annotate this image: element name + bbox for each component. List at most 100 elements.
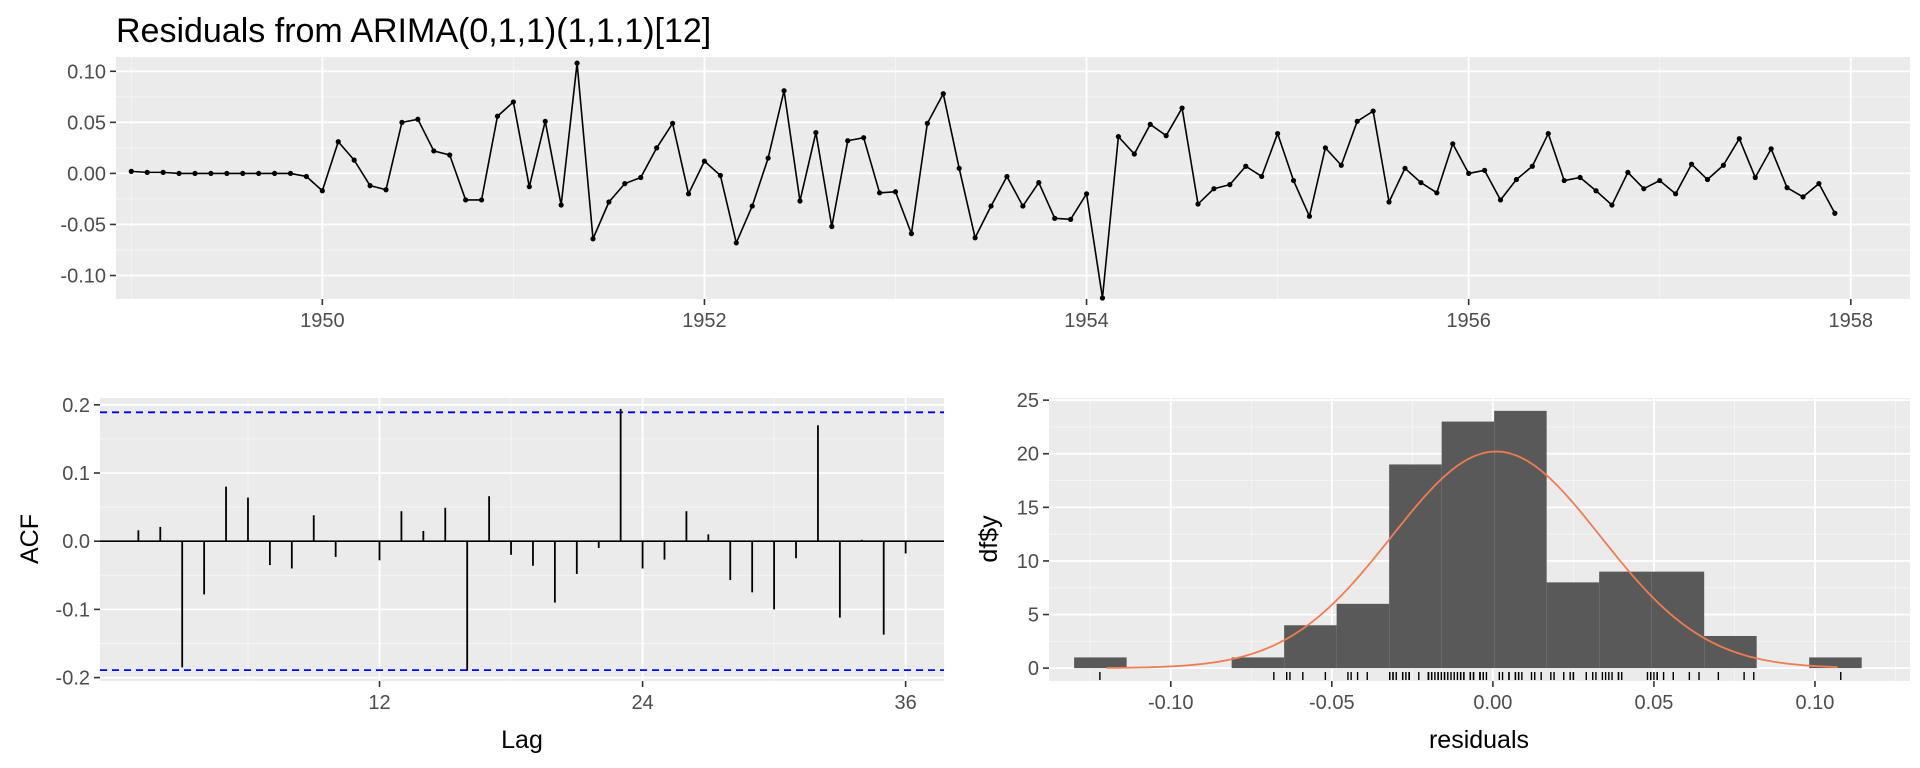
- residual-point: [367, 183, 373, 189]
- residual-point: [1577, 174, 1583, 181]
- histogram-bar: [1494, 410, 1547, 669]
- histogram-y-tick-label: 0: [1028, 658, 1039, 680]
- residual-point: [176, 170, 182, 177]
- chart-title: Residuals from ARIMA(0,1,1)(1,1,1)[12]: [116, 12, 711, 50]
- residuals-y-tick-label: 0.05: [67, 112, 106, 134]
- histogram-bar: [1389, 464, 1442, 669]
- residual-point: [606, 199, 612, 205]
- residual-point: [749, 203, 755, 209]
- residual-point: [463, 197, 469, 203]
- residual-point: [1704, 176, 1711, 183]
- residual-point: [1832, 210, 1838, 216]
- residuals-y-axis: -0.10 -0.05 0.00 0.05 0.10: [60, 61, 116, 288]
- histogram-x-tick-label: -0.10: [1148, 692, 1194, 714]
- residual-point: [1036, 179, 1042, 186]
- residual-point: [1004, 173, 1010, 180]
- residual-point: [1736, 136, 1742, 142]
- residual-point: [287, 170, 294, 177]
- histogram-bar: [1546, 582, 1600, 669]
- residual-point: [1259, 173, 1265, 180]
- residuals-plot-background: [116, 57, 1910, 299]
- residual-point: [240, 170, 246, 177]
- residual-point: [1593, 188, 1599, 194]
- residual-point: [1800, 194, 1806, 200]
- residual-point: [144, 169, 150, 175]
- residual-point: [478, 197, 485, 203]
- residual-point: [1322, 145, 1328, 151]
- histogram-rug: [1099, 672, 1842, 680]
- residual-point: [1068, 216, 1074, 222]
- residual-point: [1131, 151, 1137, 157]
- residual-point: [1768, 146, 1774, 152]
- residual-point: [829, 223, 835, 230]
- residual-point: [447, 152, 453, 158]
- residual-point: [1083, 191, 1090, 197]
- residual-point: [797, 198, 803, 204]
- histogram-y-axis-title: df$y: [975, 515, 1003, 563]
- residual-point: [1784, 185, 1790, 191]
- residuals-y-tick-label: 0.00: [67, 163, 106, 185]
- residual-point: [733, 240, 739, 246]
- histogram-bar: [1809, 657, 1862, 669]
- acf-y-tick-label: 0.2: [62, 395, 90, 417]
- acf-x-tick-label: 36: [895, 692, 917, 714]
- residual-point: [1195, 201, 1201, 207]
- histogram-y-tick-label: 5: [1028, 605, 1039, 627]
- residual-point: [1418, 179, 1424, 186]
- acf-y-tick-label: -0.2: [56, 668, 90, 690]
- residual-point: [988, 203, 994, 209]
- residual-point: [590, 236, 596, 242]
- residual-point: [1545, 130, 1551, 137]
- residual-point: [558, 202, 564, 208]
- residual-point: [1720, 162, 1726, 168]
- residual-point: [271, 170, 278, 177]
- residual-point: [319, 188, 325, 194]
- residual-point: [1657, 177, 1663, 184]
- residual-point: [972, 235, 978, 241]
- residuals-y-tick-label: 0.10: [67, 61, 106, 83]
- residual-point: [1370, 108, 1376, 114]
- acf-y-tick-label: 0.1: [62, 463, 90, 485]
- residual-point: [1609, 202, 1615, 208]
- residuals-x-tick-label: 1958: [1829, 310, 1874, 332]
- residual-point: [765, 155, 771, 161]
- residual-point: [1386, 199, 1392, 205]
- histogram-bar: [1704, 635, 1757, 669]
- residual-point: [1147, 121, 1153, 127]
- acf-panel: -0.2 -0.1 0.0 0.1 0.2 12 24 36 Lag ACF: [16, 395, 944, 754]
- residual-point: [542, 118, 548, 124]
- residual-point: [383, 187, 389, 193]
- residual-point: [574, 60, 580, 66]
- residual-point: [256, 170, 262, 177]
- residual-point: [1052, 215, 1058, 221]
- residual-point: [654, 145, 660, 151]
- histogram-bar: [1441, 421, 1495, 669]
- histogram-bar: [1599, 571, 1652, 669]
- residual-point: [781, 88, 787, 94]
- histogram-bar: [1336, 603, 1390, 669]
- histogram-normal-curve: [1106, 450, 1838, 669]
- residual-point: [622, 181, 628, 187]
- acf-x-tick-label: 12: [368, 692, 390, 714]
- residual-point: [924, 120, 930, 126]
- residuals-y-tick-label: -0.10: [60, 266, 106, 288]
- histogram-y-tick-label: 10: [1017, 551, 1039, 573]
- histogram-bars: [1074, 410, 1862, 669]
- residual-point: [685, 191, 692, 197]
- residual-point: [1673, 191, 1679, 197]
- histogram-x-axis: -0.10 -0.05 0.00 0.05 0.10: [1148, 681, 1834, 714]
- residuals-grid: [116, 57, 1910, 299]
- residual-point: [717, 172, 723, 179]
- histogram-y-tick-label: 20: [1017, 444, 1039, 466]
- acf-x-tick-label: 24: [631, 692, 653, 714]
- acf-y-axis: -0.2 -0.1 0.0 0.1 0.2: [56, 395, 100, 690]
- histogram-x-tick-label: 0.00: [1473, 692, 1512, 714]
- residual-point: [208, 170, 214, 177]
- residuals-series: [128, 60, 1838, 301]
- residual-point: [1434, 190, 1440, 196]
- histogram-bar: [1074, 657, 1127, 669]
- acf-x-axis-title: Lag: [501, 726, 543, 754]
- residual-point: [1099, 295, 1106, 301]
- residual-point: [845, 138, 851, 144]
